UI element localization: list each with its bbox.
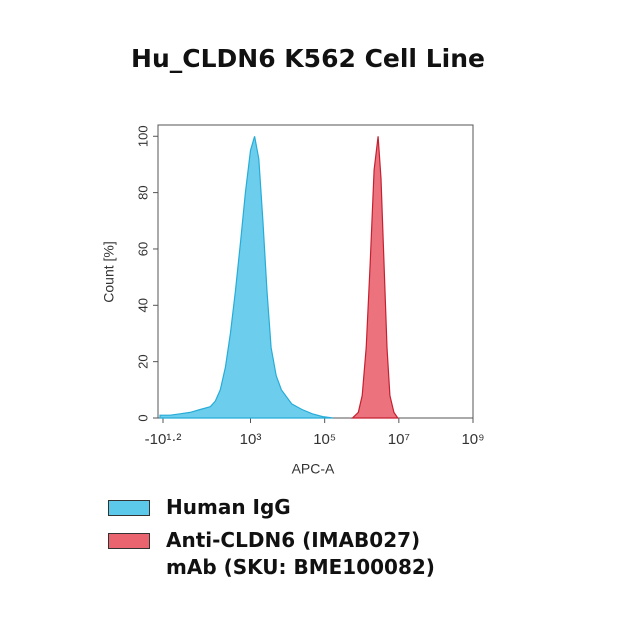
x-tick-label: -10¹·²	[145, 431, 182, 448]
chart-title: Hu_CLDN6 K562 Cell Line	[131, 44, 485, 73]
legend-swatch	[108, 533, 150, 549]
histogram-area	[159, 136, 333, 419]
y-tick-label: 60	[135, 242, 150, 256]
y-tick-label: 80	[135, 185, 150, 199]
histogram-area	[350, 136, 399, 419]
y-axis-label: Count [%]	[101, 241, 117, 302]
y-tick-label: 0	[135, 414, 150, 421]
legend-swatch	[108, 500, 150, 516]
y-tick-label: 20	[135, 354, 150, 368]
legend-item: Anti-CLDN6 (IMAB027) mAb (SKU: BME100082…	[108, 527, 466, 581]
x-tick-label: 10³	[240, 431, 262, 448]
y-tick-label: 40	[135, 298, 150, 312]
legend-item: Human IgG	[108, 494, 466, 521]
plot-frame	[157, 124, 474, 419]
x-tick-label: 10⁹	[461, 431, 484, 448]
x-axis-label: APC-A	[292, 461, 335, 477]
x-tick-label: 10⁵	[313, 431, 336, 448]
x-tick-label: 10⁷	[388, 431, 410, 448]
legend-label: Anti-CLDN6 (IMAB027) mAb (SKU: BME100082…	[166, 528, 435, 579]
legend-label: Human IgG	[166, 495, 291, 519]
legend: Human IgG Anti-CLDN6 (IMAB027) mAb (SKU: …	[108, 494, 466, 587]
y-tick-label: 100	[135, 125, 150, 147]
